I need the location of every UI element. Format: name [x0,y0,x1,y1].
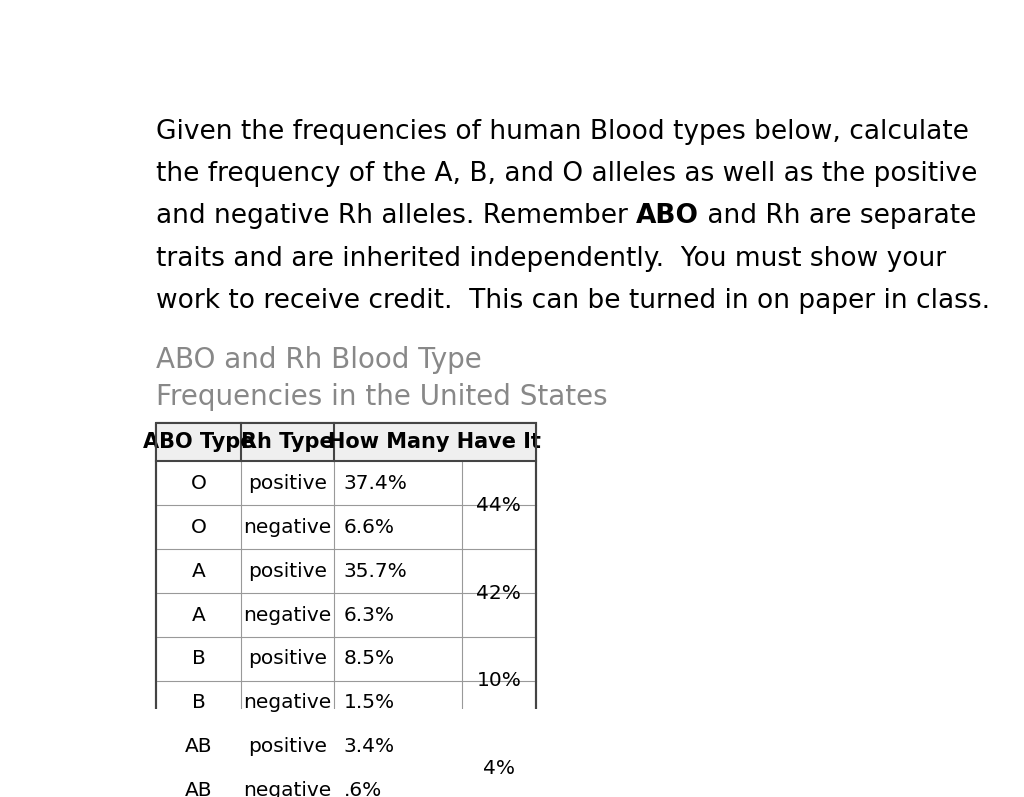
Text: 35.7%: 35.7% [343,562,408,581]
Text: 6.6%: 6.6% [343,518,394,536]
Text: 42%: 42% [476,583,521,603]
Text: A: A [191,562,206,581]
Text: 10%: 10% [476,671,521,690]
Text: 6.3%: 6.3% [343,606,394,625]
Text: Rh Type: Rh Type [242,432,334,452]
Text: negative: negative [244,693,332,713]
Bar [156,423,536,797]
Text: positive: positive [248,562,327,581]
Text: B: B [191,650,206,669]
Text: 1.5%: 1.5% [343,693,394,713]
Bar [156,423,536,797]
Text: work to receive credit.  This can be turned in on paper in class.: work to receive credit. This can be turn… [156,289,990,314]
Text: 44%: 44% [476,496,521,515]
Text: 4%: 4% [483,759,515,778]
Text: A: A [191,606,206,625]
Text: negative: negative [244,606,332,625]
Text: negative: negative [244,781,332,797]
Text: ABO Type: ABO Type [142,432,254,452]
Text: AB: AB [184,781,212,797]
Text: O: O [190,474,207,493]
Text: O: O [190,518,207,536]
Text: and negative Rh alleles. Remember: and negative Rh alleles. Remember [156,203,636,230]
Text: traits and are inherited independently.  You must show your: traits and are inherited independently. … [156,245,946,272]
Text: 37.4%: 37.4% [343,474,408,493]
Text: 8.5%: 8.5% [343,650,394,669]
Text: Given the frequencies of human Blood types below, calculate: Given the frequencies of human Blood typ… [156,119,969,145]
Text: the frequency of the A, B, and O alleles as well as the positive: the frequency of the A, B, and O alleles… [156,161,977,187]
Text: .6%: .6% [343,781,382,797]
Text: positive: positive [248,474,327,493]
Text: 3.4%: 3.4% [343,737,394,756]
Text: ABO and Rh Blood Type: ABO and Rh Blood Type [156,346,481,374]
Text: positive: positive [248,650,327,669]
Bar [156,423,536,461]
Text: How Many Have It: How Many Have It [329,432,542,452]
Text: AB: AB [184,737,212,756]
Text: ABO: ABO [636,203,699,230]
Text: positive: positive [248,737,327,756]
Text: B: B [191,693,206,713]
Text: and Rh are separate: and Rh are separate [699,203,977,230]
Text: negative: negative [244,518,332,536]
Text: Frequencies in the United States: Frequencies in the United States [156,383,607,410]
